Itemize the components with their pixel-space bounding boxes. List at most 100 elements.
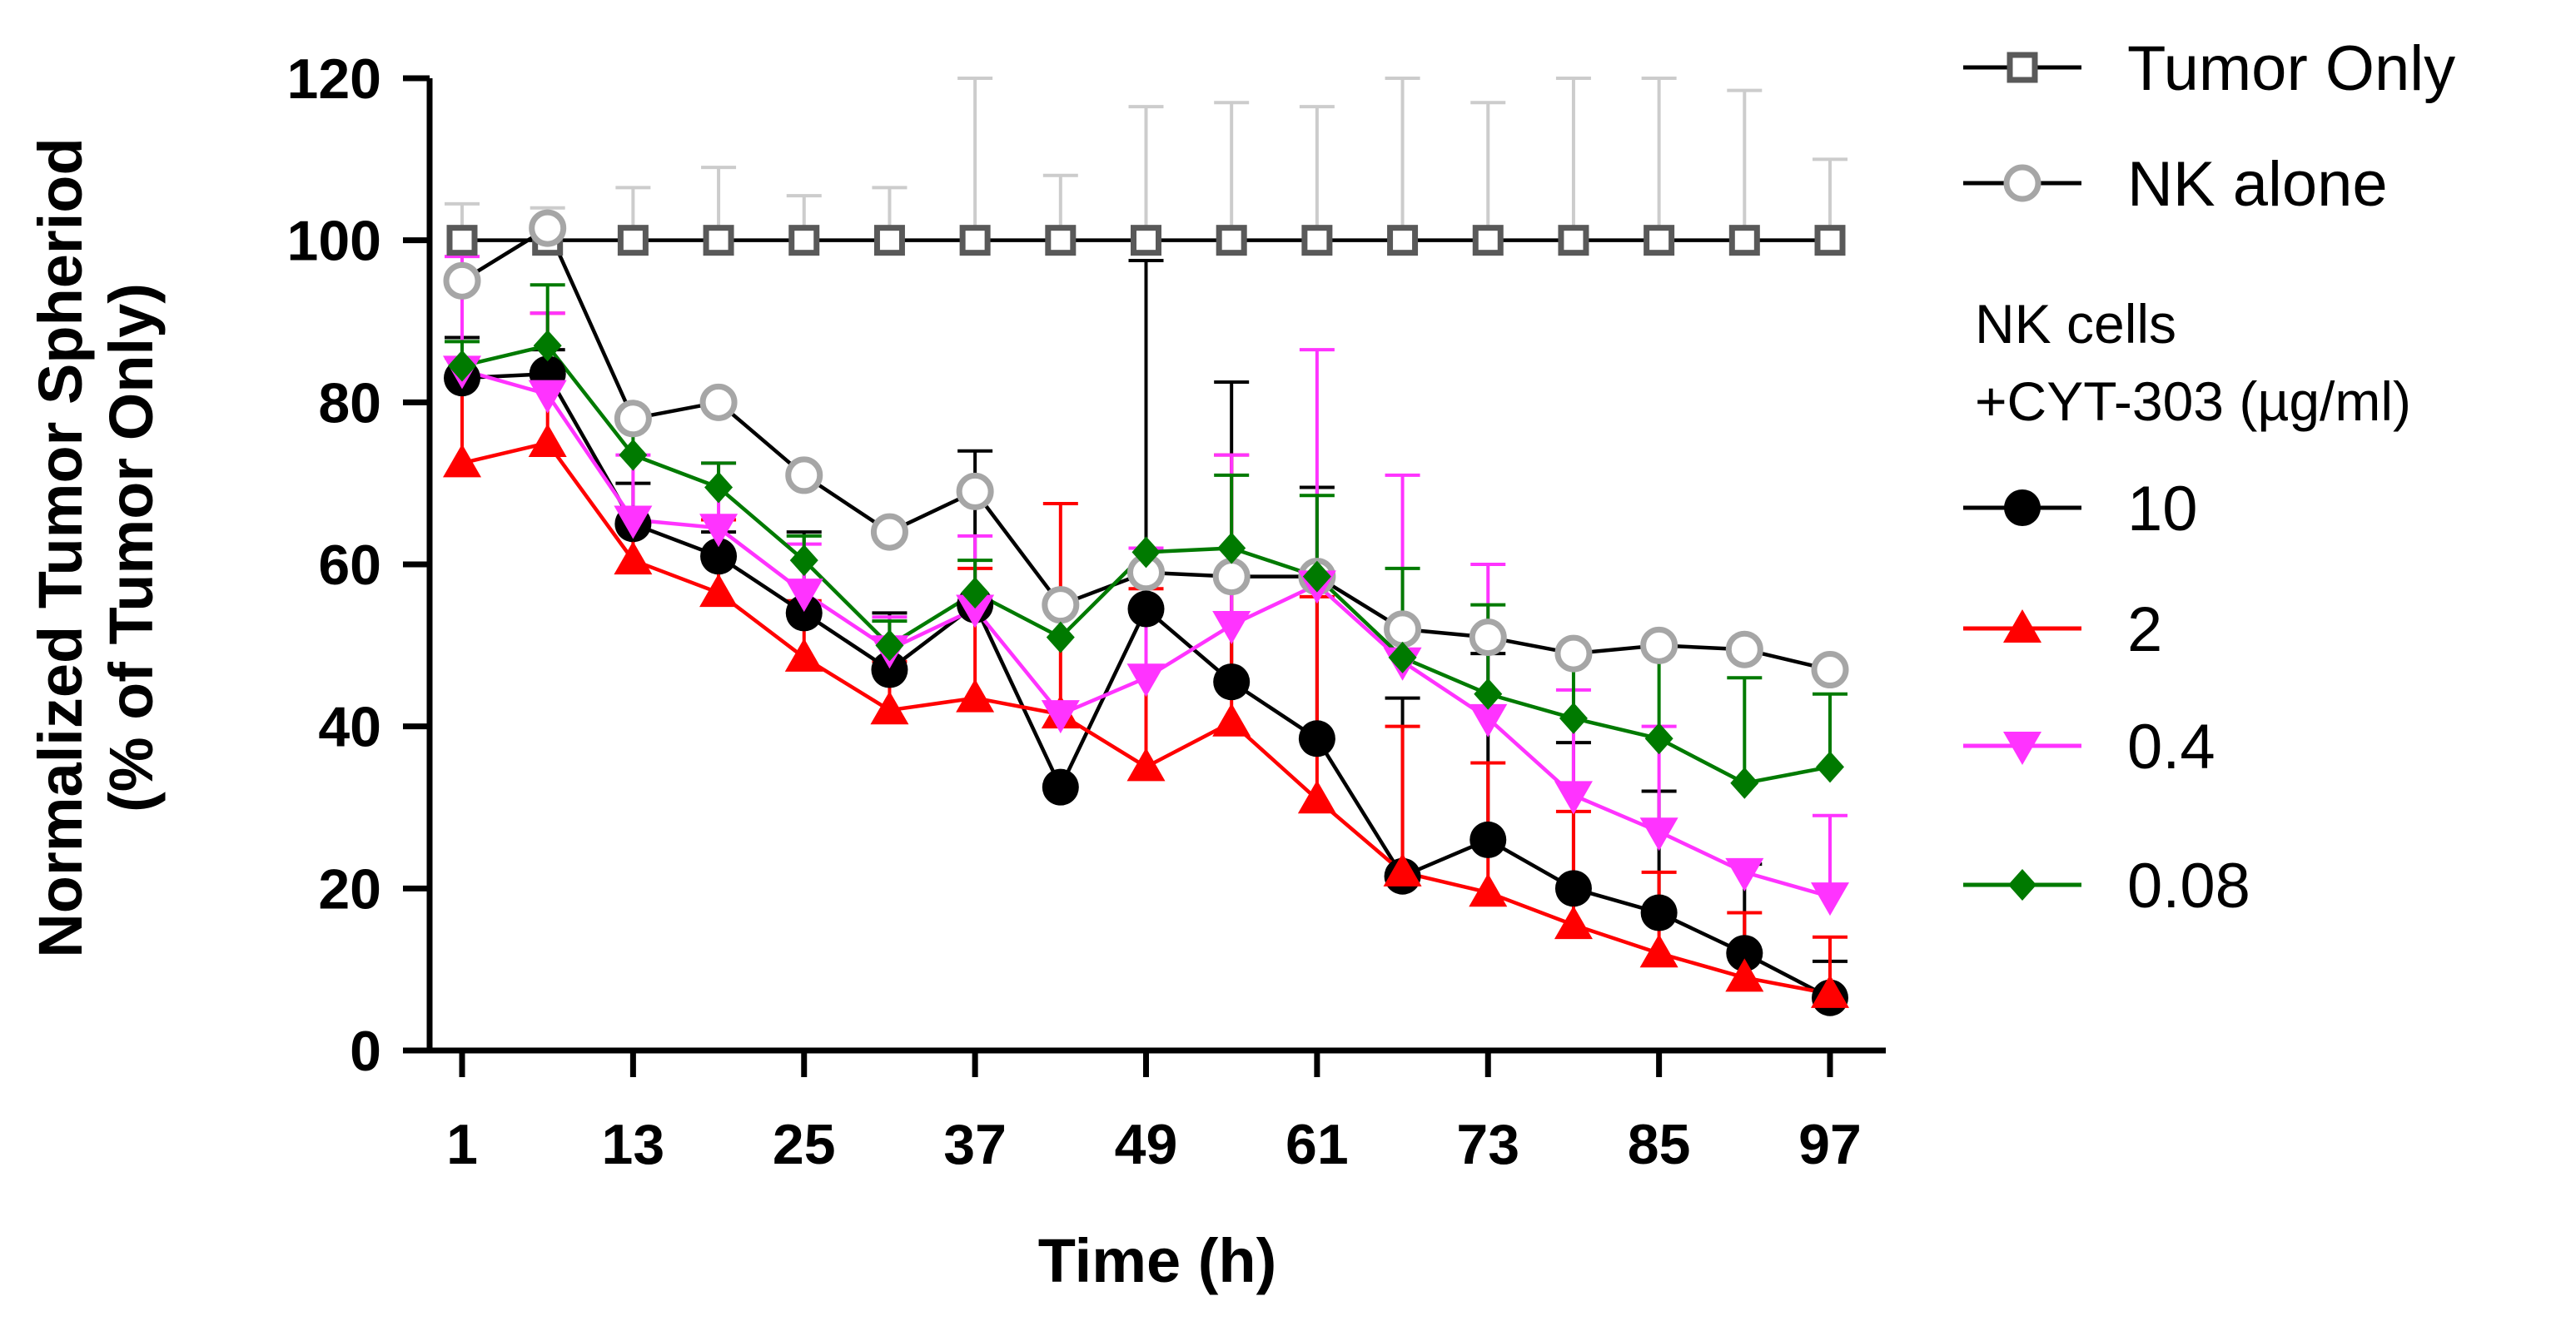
x-tick-label-13: 13 [602,1113,665,1176]
series-0-4-point-55 [1212,611,1251,644]
series-2-point-55 [1212,703,1251,737]
series-0-08-point-19 [704,471,734,504]
legend-10-swatch-marker [2004,489,2041,526]
series-0-4-point-91 [1725,857,1764,892]
series-10-point-85 [1640,894,1678,931]
series-2-point-25 [784,638,823,672]
series-tumor-only-point-55 [1216,225,1247,256]
series-0-4-point-25 [784,579,823,613]
legend-nk-alone-swatch-marker [2003,164,2041,202]
y-tick-label-0: 0 [350,1020,381,1083]
y-tick-label-80: 80 [318,371,381,435]
series-10-point-79 [1554,870,1592,907]
series-0-08-point-25 [789,544,818,577]
series-2-point-37 [956,678,995,713]
series-2-point-49 [1126,747,1166,782]
legend-tumor-only-label: Tumor Only [2127,33,2455,104]
series-0-4-point-43 [1041,700,1080,734]
series-nk-alone-point-73 [1469,618,1507,657]
series-2-point-73 [1469,873,1508,907]
y-tick-label-100: 100 [287,210,381,273]
legend-2-label: 2 [2127,594,2162,665]
series-0-08-point-37 [961,577,990,609]
series-0-4-point-49 [1126,663,1166,698]
series-tumor-only-point-49 [1131,225,1161,256]
series-nk-alone-point-1 [443,261,481,300]
series-nk-alone-point-25 [785,456,823,494]
series-0-4-point-85 [1639,817,1678,852]
series-2-point-91 [1725,958,1764,992]
series-tumor-only-point-91 [1728,225,1760,256]
x-tick-label-1: 1 [446,1113,478,1176]
series-nk-alone-point-67 [1384,610,1422,648]
series-nk-alone-point-19 [699,383,738,421]
series-0-08-point-67 [1388,641,1417,673]
series-10-point-55 [1213,663,1251,701]
series-0-08-point-49 [1131,536,1161,569]
series-nk-alone-point-43 [1042,586,1080,624]
x-tick-label-85: 85 [1628,1113,1691,1176]
series-tumor-only-point-97 [1814,225,1846,256]
series-tumor-only-point-61 [1301,225,1333,256]
series-0-4-point-97 [1811,882,1849,916]
series-tumor-only-point-1 [446,225,478,256]
legend-0-08-swatch-marker [2008,869,2036,901]
legend-0-4-label: 0.4 [2127,712,2215,782]
series-2-point-19 [699,574,738,608]
series-0-4-point-79 [1554,781,1593,815]
series-tumor-only-point-73 [1472,225,1504,256]
legend-0-4-swatch-marker [2003,732,2041,765]
legend-heading-line-2: +CYT-303 (µg/ml) [1975,370,2411,432]
series-0-08-point-13 [619,439,648,471]
x-tick-label-49: 49 [1115,1113,1178,1176]
series-0-4-point-19 [699,514,738,548]
series-0-08-point-85 [1644,723,1673,755]
series-10-point-73 [1470,821,1507,858]
series-0-4-point-13 [614,505,653,539]
x-tick-label-73: 73 [1456,1113,1519,1176]
series-2-point-61 [1297,780,1336,814]
legend-2-swatch-marker [2003,609,2041,643]
series-2-point-13 [614,541,653,575]
series-tumor-only-point-13 [617,225,649,256]
series-nk-alone-point-31 [870,513,908,551]
series-0-4-point-73 [1469,703,1508,738]
series-nk-alone-point-79 [1554,634,1593,673]
x-tick-label-25: 25 [773,1113,836,1176]
series-nk-alone-point-97 [1811,651,1849,689]
series-nk-alone-point-13 [614,400,652,438]
series-tumor-only-point-25 [788,225,820,256]
series-10-point-43 [1042,768,1079,806]
series-2-point-97 [1811,974,1849,1008]
legend-0-08-label: 0.08 [2127,851,2250,921]
series-tumor-only-point-43 [1045,225,1077,256]
series-0-08-point-91 [1730,767,1759,799]
y-axis-title: Normalized Tumor Spheriod [26,137,95,957]
series-2-point-85 [1639,934,1678,968]
series-0-08-point-61 [1302,560,1331,593]
series-tumor-only-point-19 [703,225,734,256]
series-nk-alone-point-85 [1640,626,1678,664]
series-2-point-79 [1554,906,1593,940]
series-0-08-point-7 [533,330,562,362]
legend-nk-alone-label: NK alone [2127,149,2388,220]
series-0-4-point-37 [956,594,995,628]
series-0-08-point-79 [1559,702,1588,734]
series-0-08-point-73 [1474,678,1503,710]
series-tumor-only-point-85 [1644,225,1675,256]
y-tick-label-20: 20 [318,857,381,921]
series-0-4-point-7 [528,380,567,414]
series-0-08-point-1 [448,350,476,382]
x-tick-label-97: 97 [1798,1113,1862,1176]
series-10-point-49 [1127,590,1165,628]
series-nk-alone-point-7 [529,209,567,247]
series-markers-layer [443,209,1849,1016]
series-tumor-only-point-67 [1387,225,1419,256]
series-0-08-point-55 [1217,532,1246,564]
legend-10-label: 10 [2127,474,2198,544]
y-tick-label-40: 40 [318,696,381,759]
series-nk-alone-point-91 [1725,630,1763,668]
series-2-point-1 [443,444,481,478]
y-ticks-layer: 0 20 40 60 80 100 120 [287,47,430,1083]
